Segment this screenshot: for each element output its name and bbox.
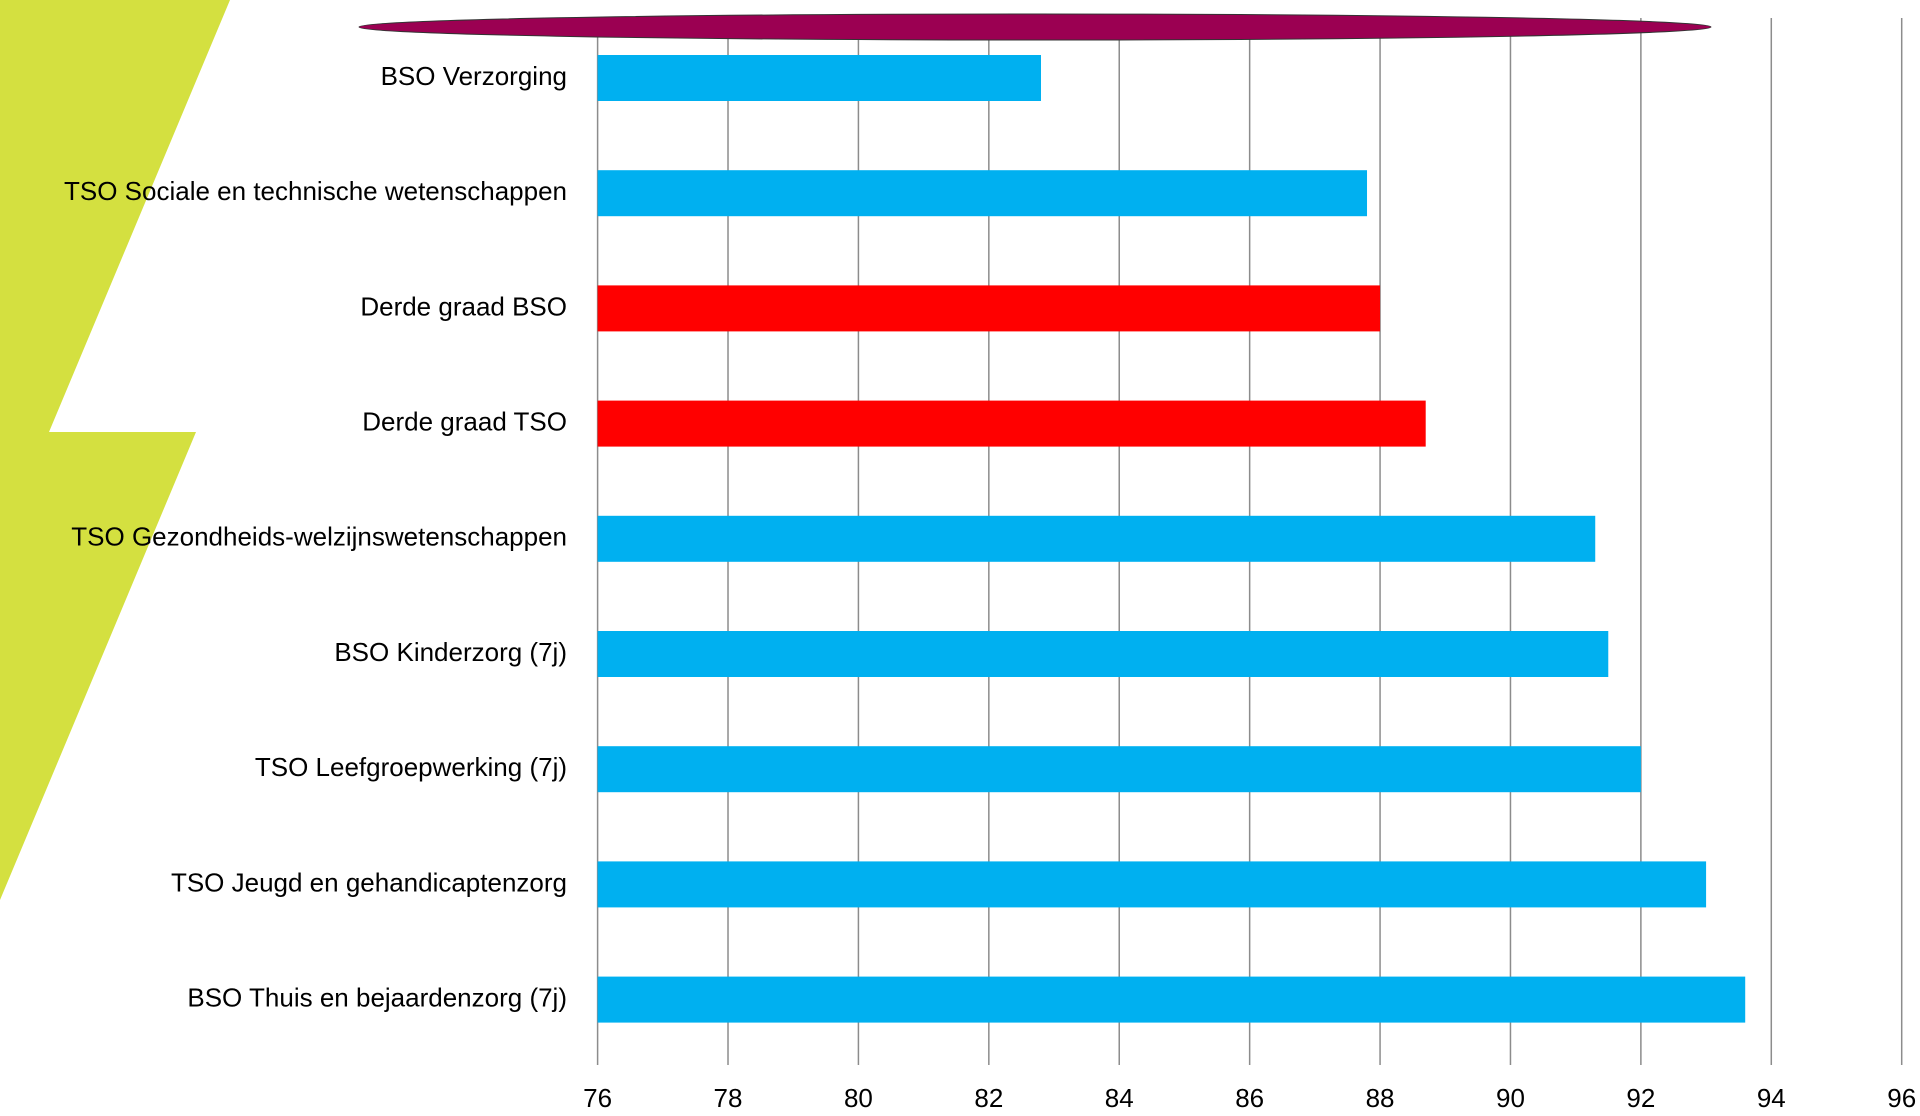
x-tick-label: 78: [714, 1083, 743, 1113]
x-tick-label: 92: [1626, 1083, 1655, 1113]
x-tick-label: 90: [1496, 1083, 1525, 1113]
x-tick-label: 96: [1887, 1083, 1916, 1113]
y-tick-label: BSO Verzorging: [381, 61, 567, 91]
bar: [598, 861, 1706, 907]
y-tick-label: TSO Jeugd en gehandicaptenzorg: [171, 867, 567, 897]
y-tick-label: TSO Leefgroepwerking (7j): [255, 752, 567, 782]
decor-bolt: [0, 0, 230, 900]
x-tick-label: 94: [1757, 1083, 1786, 1113]
bar: [598, 977, 1746, 1023]
y-tick-label: TSO Sociale en technische wetenschappen: [64, 176, 567, 206]
chart: 76 78 80 82 84 86 88 90 92 94 96 BSO Verzorging TSO …: [0, 0, 1920, 1116]
bar: [598, 55, 1041, 101]
x-tick-label: 86: [1235, 1083, 1264, 1113]
x-tick-label: 84: [1105, 1083, 1134, 1113]
bar: [598, 170, 1367, 216]
y-tick-label: TSO Gezondheids-welzijnswetenschappen: [71, 522, 567, 552]
x-tick-label: 82: [974, 1083, 1003, 1113]
x-tick-label: 76: [583, 1083, 612, 1113]
y-tick-label: Derde graad BSO: [360, 291, 567, 321]
y-tick-label: BSO Thuis en bejaardenzorg (7j): [187, 982, 567, 1012]
bar: [598, 516, 1596, 562]
bar: [598, 631, 1609, 677]
decor-ellipse: [359, 14, 1711, 40]
bar: [598, 285, 1380, 331]
y-tick-label: Derde graad TSO: [362, 406, 567, 436]
x-tick-label: 80: [844, 1083, 873, 1113]
y-tick-label: BSO Kinderzorg (7j): [334, 637, 567, 667]
bar: [598, 746, 1641, 792]
x-tick-label: 88: [1366, 1083, 1395, 1113]
bar: [598, 401, 1426, 447]
